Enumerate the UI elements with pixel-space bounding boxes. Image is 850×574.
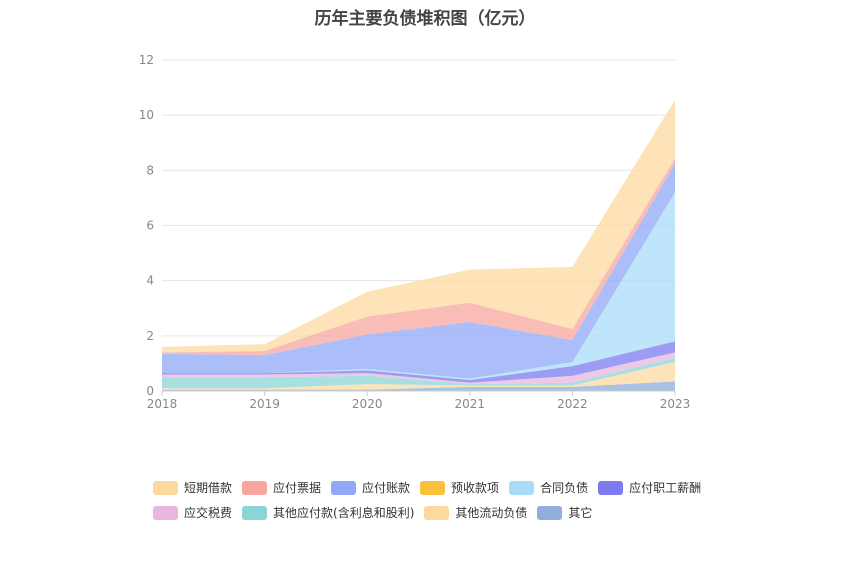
- y-tick-label-4: 8: [146, 163, 154, 177]
- legend-item-r1-2[interactable]: 应付账款: [331, 479, 410, 496]
- legend-label: 其他应付款(含利息和股利): [273, 506, 415, 520]
- legend-row-1: 短期借款 应付票据 应付账款 预收款项 合同负债 应付职工薪酬: [153, 475, 713, 500]
- area-series-4: [162, 341, 675, 383]
- axis-layer: 0 2 4 6 8 10 12 2018 2019 2020 2021 2022 2023: [139, 53, 691, 411]
- legend-label: 短期借款: [184, 481, 233, 495]
- legend-item-r2-2[interactable]: 其他流动负债: [424, 504, 527, 521]
- legend-swatch: [153, 505, 178, 520]
- area-series-3: [162, 352, 675, 385]
- area-series-0: [162, 381, 675, 391]
- legend-swatch: [242, 480, 268, 495]
- legend-swatch: [424, 505, 450, 520]
- legend-row-2: 应交税费 其他应付款(含利息和股利) 其他流动负债 其它: [153, 500, 713, 525]
- legend-label: 预收款项: [451, 481, 500, 495]
- legend-label: 其他流动负债: [455, 506, 528, 520]
- y-tick-label-6: 12: [139, 53, 154, 67]
- x-tick-label-0: 2018: [147, 397, 178, 411]
- legend-swatch: [537, 505, 563, 520]
- legend-item-r2-0[interactable]: 应交税费: [153, 504, 232, 521]
- area-layer: [162, 99, 675, 391]
- area-series-9: [162, 99, 675, 353]
- x-tick-label-2: 2020: [352, 397, 383, 411]
- legend-swatch: [420, 480, 446, 495]
- legend-item-r1-4[interactable]: 合同负债: [509, 479, 588, 496]
- legend-label: 合同负债: [540, 481, 589, 495]
- legend-label: 其它: [568, 506, 593, 520]
- x-tick-label-5: 2023: [660, 397, 691, 411]
- y-tick-label-1: 2: [146, 329, 154, 343]
- y-tick-label-0: 0: [146, 384, 154, 398]
- area-series-7: [162, 163, 675, 379]
- area-series-2: [162, 357, 675, 389]
- legend-label: 应付职工薪酬: [629, 481, 702, 495]
- legend-label: 应付票据: [273, 481, 322, 495]
- legend: 短期借款 应付票据 应付账款 预收款项 合同负债 应付职工薪酬 应交税费 其他应付款(含利息…: [153, 475, 713, 525]
- legend-item-r1-5[interactable]: 应付职工薪酬: [598, 479, 701, 496]
- legend-item-r2-1[interactable]: 其他应付款(含利息和股利): [242, 504, 414, 521]
- y-tick-label-3: 6: [146, 219, 154, 233]
- legend-item-r1-0[interactable]: 短期借款: [153, 479, 232, 496]
- x-tick-label-4: 2022: [557, 397, 588, 411]
- legend-item-r1-3[interactable]: 预收款项: [420, 479, 499, 496]
- legend-swatch: [598, 480, 624, 495]
- legend-swatch: [509, 480, 535, 495]
- legend-label: 应交税费: [184, 506, 233, 520]
- legend-swatch: [153, 480, 178, 495]
- y-tick-label-5: 10: [139, 108, 154, 122]
- x-tick-label-1: 2019: [249, 397, 280, 411]
- legend-label: 应付账款: [362, 481, 411, 495]
- stacked-area-chart: 0 2 4 6 8 10 12 2018 2019 2020 2021 2022 2023: [139, 53, 691, 411]
- x-tick-label-3: 2021: [455, 397, 486, 411]
- area-series-8: [162, 157, 675, 356]
- chart-title: 历年主要负债堆积图（亿元）: [314, 9, 536, 29]
- legend-item-r2-3[interactable]: 其它: [537, 504, 592, 521]
- y-tick-label-2: 4: [146, 274, 154, 288]
- legend-swatch: [331, 480, 357, 495]
- legend-swatch: [242, 505, 268, 520]
- legend-item-r1-1[interactable]: 应付票据: [242, 479, 321, 496]
